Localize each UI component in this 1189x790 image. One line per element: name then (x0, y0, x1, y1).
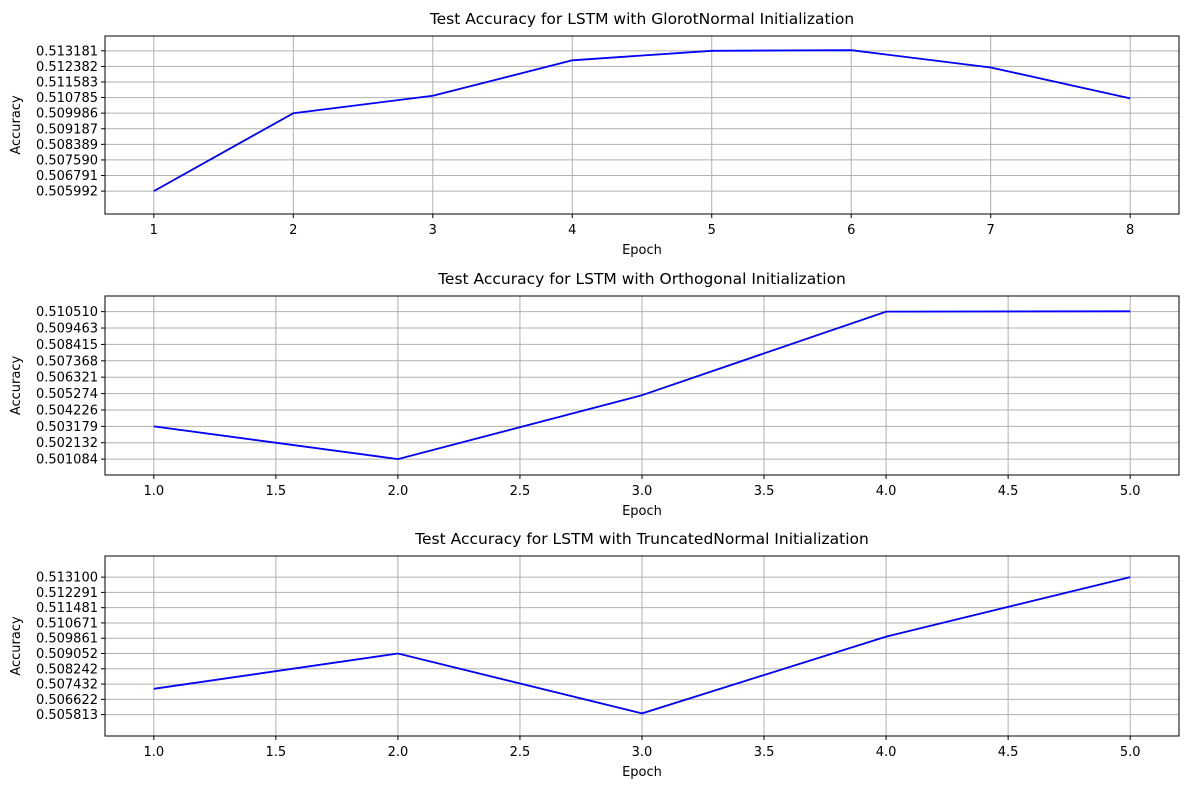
x-tick-label: 5 (708, 223, 716, 238)
x-axis-label: Epoch (622, 504, 662, 519)
y-tick-label: 0.509986 (36, 107, 98, 122)
series-line (153, 310, 1131, 461)
y-tick-label: 0.508389 (36, 138, 98, 153)
axes-frame (104, 295, 1180, 476)
y-tick-label: 0.507432 (36, 678, 98, 693)
x-tick-label: 1.5 (266, 484, 287, 499)
x-tick-label: 2.0 (388, 484, 409, 499)
x-tick-label: 4.0 (876, 484, 897, 499)
chart-title: Test Accuracy for LSTM with Orthogonal I… (437, 270, 846, 288)
x-tick-label: 2 (289, 223, 297, 238)
x-tick-label: 8 (1126, 223, 1134, 238)
x-tick-label: 6 (847, 223, 855, 238)
y-tick-label: 0.507368 (36, 354, 98, 369)
y-tick-label: 0.509187 (36, 122, 98, 137)
x-tick-label: 2.5 (510, 484, 531, 499)
x-tick-label: 5.0 (1120, 484, 1141, 499)
y-tick-label: 0.509463 (36, 322, 98, 337)
series-line (153, 49, 1131, 192)
y-tick-label: 0.509861 (36, 632, 98, 647)
y-tick-label: 0.501084 (36, 453, 98, 468)
axes-frame (104, 555, 1180, 737)
x-tick-label: 5.0 (1120, 745, 1141, 760)
x-tick-label: 4.0 (876, 745, 897, 760)
y-tick-label: 0.513181 (36, 44, 98, 59)
y-tick-label: 0.512382 (36, 60, 98, 75)
y-tick-label: 0.508242 (36, 662, 98, 677)
x-tick-label: 1.5 (266, 745, 287, 760)
y-tick-label: 0.506791 (36, 169, 98, 184)
x-tick-label: 3.5 (754, 745, 775, 760)
x-axis-label: Epoch (622, 243, 662, 258)
y-tick-label: 0.505274 (36, 387, 98, 402)
x-tick-label: 1.0 (143, 745, 164, 760)
y-axis-label: Accuracy (9, 356, 24, 416)
y-tick-label: 0.503179 (36, 420, 98, 435)
y-tick-label: 0.509052 (36, 647, 98, 662)
subplot-3: 1.0 1.5 2.0 2.5 3.0 3.5 4.0 4.5 5.0 0.5058130.506… (9, 530, 1180, 780)
y-tick-label: 0.510671 (36, 616, 98, 631)
axes-frame (104, 35, 1180, 215)
chart-title: Test Accuracy for LSTM with GlorotNormal… (429, 10, 854, 28)
y-tick-label: 0.502132 (36, 436, 98, 451)
x-tick-label: 1.0 (143, 484, 164, 499)
y-tick-label: 0.511481 (36, 601, 98, 616)
x-tick-label: 2.0 (388, 745, 409, 760)
x-tick-label: 1 (150, 223, 158, 238)
y-tick-label: 0.511583 (36, 76, 98, 91)
y-tick-label: 0.506622 (36, 693, 98, 708)
x-tick-label: 3.0 (632, 745, 653, 760)
x-axis-label: Epoch (622, 765, 662, 780)
x-tick-label: 4.5 (998, 484, 1019, 499)
x-tick-label: 7 (987, 223, 995, 238)
y-tick-label: 0.508415 (36, 338, 98, 353)
y-tick-label: 0.505992 (36, 185, 98, 200)
y-tick-label: 0.505813 (36, 708, 98, 723)
y-axis-label: Accuracy (9, 95, 24, 155)
y-tick-label: 0.506321 (36, 371, 98, 386)
y-tick-label: 0.513100 (36, 571, 98, 586)
series-line (153, 576, 1131, 715)
x-tick-label: 2.5 (510, 745, 531, 760)
x-tick-label: 3 (429, 223, 437, 238)
y-tick-label: 0.504226 (36, 403, 98, 418)
y-tick-label: 0.512291 (36, 586, 98, 601)
x-tick-label: 4.5 (998, 745, 1019, 760)
subplot-1: 1 2 3 4 5 6 7 8 0.5059920.5067910.5075900.508389… (9, 10, 1180, 258)
y-tick-label: 0.510510 (36, 305, 98, 320)
y-tick-label: 0.507590 (36, 153, 98, 168)
chart-title: Test Accuracy for LSTM with TruncatedNor… (414, 530, 869, 548)
y-axis-label: Accuracy (9, 616, 24, 676)
x-tick-label: 3.0 (632, 484, 653, 499)
subplot-2: 1.0 1.5 2.0 2.5 3.0 3.5 4.0 4.5 5.0 0.501084 0.502… (9, 270, 1180, 519)
y-tick-label: 0.510785 (36, 91, 98, 106)
x-tick-label: 3.5 (754, 484, 775, 499)
x-tick-label: 4 (568, 223, 576, 238)
